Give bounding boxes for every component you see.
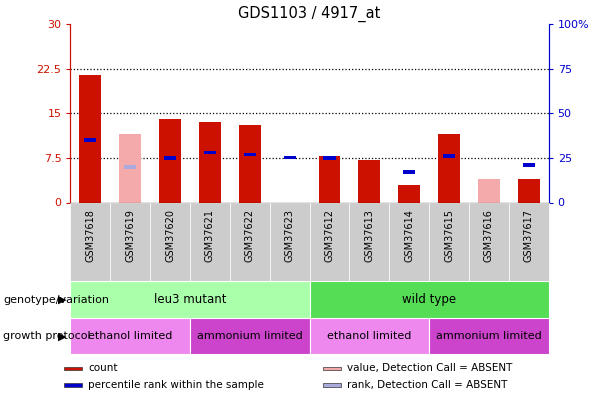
Bar	[64, 367, 82, 370]
Text: GSM37618: GSM37618	[85, 209, 96, 262]
Bar	[389, 202, 429, 281]
Bar	[199, 122, 221, 202]
Text: GSM37616: GSM37616	[484, 209, 494, 262]
Title: GDS1103 / 4917_at: GDS1103 / 4917_at	[238, 5, 381, 21]
Bar	[319, 156, 340, 202]
Text: value, Detection Call = ABSENT: value, Detection Call = ABSENT	[347, 363, 512, 373]
Bar	[323, 383, 341, 386]
Text: ethanol limited: ethanol limited	[327, 331, 411, 341]
Bar	[478, 179, 500, 202]
Bar	[523, 163, 535, 167]
Bar	[359, 160, 380, 202]
Text: ethanol limited: ethanol limited	[88, 331, 172, 341]
Bar	[310, 202, 349, 281]
Text: wild type: wild type	[402, 293, 456, 306]
Bar	[284, 156, 295, 160]
Bar	[70, 281, 310, 318]
Bar	[150, 202, 190, 281]
Bar	[509, 202, 549, 281]
Text: GSM37620: GSM37620	[165, 209, 175, 262]
Text: GSM37621: GSM37621	[205, 209, 215, 262]
Bar	[403, 171, 415, 174]
Bar	[323, 367, 341, 370]
Bar	[270, 202, 310, 281]
Bar	[164, 156, 176, 160]
Text: ammonium limited: ammonium limited	[436, 331, 542, 341]
Bar	[438, 134, 460, 202]
Bar	[190, 202, 230, 281]
Bar	[324, 156, 335, 160]
Bar	[398, 185, 420, 202]
Text: growth protocol: growth protocol	[3, 331, 91, 341]
Bar	[349, 202, 389, 281]
Bar	[70, 202, 110, 281]
Bar	[80, 75, 101, 202]
Text: GSM37623: GSM37623	[284, 209, 295, 262]
Bar	[518, 179, 539, 202]
Text: GSM37612: GSM37612	[324, 209, 335, 262]
Bar	[64, 383, 82, 386]
Bar	[124, 165, 136, 168]
Bar	[70, 318, 190, 354]
Text: leu3 mutant: leu3 mutant	[154, 293, 226, 306]
Text: percentile rank within the sample: percentile rank within the sample	[88, 380, 264, 390]
Bar	[239, 125, 261, 202]
Text: rank, Detection Call = ABSENT: rank, Detection Call = ABSENT	[347, 380, 508, 390]
Bar	[469, 202, 509, 281]
Bar	[310, 281, 549, 318]
Text: GSM37613: GSM37613	[364, 209, 375, 262]
Bar	[190, 318, 310, 354]
Bar	[85, 139, 96, 142]
Bar	[120, 134, 141, 202]
Text: ▶: ▶	[58, 331, 66, 341]
Text: ▶: ▶	[58, 295, 66, 305]
Bar	[230, 202, 270, 281]
Text: GSM37614: GSM37614	[404, 209, 414, 262]
Text: GSM37619: GSM37619	[125, 209, 135, 262]
Text: count: count	[88, 363, 118, 373]
Bar	[110, 202, 150, 281]
Text: GSM37617: GSM37617	[524, 209, 534, 262]
Bar	[429, 318, 549, 354]
Bar	[204, 151, 216, 154]
Text: GSM37615: GSM37615	[444, 209, 454, 262]
Bar	[310, 318, 429, 354]
Bar	[159, 119, 181, 202]
Bar	[429, 202, 469, 281]
Bar	[443, 154, 455, 158]
Text: ammonium limited: ammonium limited	[197, 331, 303, 341]
Text: GSM37622: GSM37622	[245, 209, 255, 262]
Bar	[244, 153, 256, 156]
Text: genotype/variation: genotype/variation	[3, 295, 109, 305]
